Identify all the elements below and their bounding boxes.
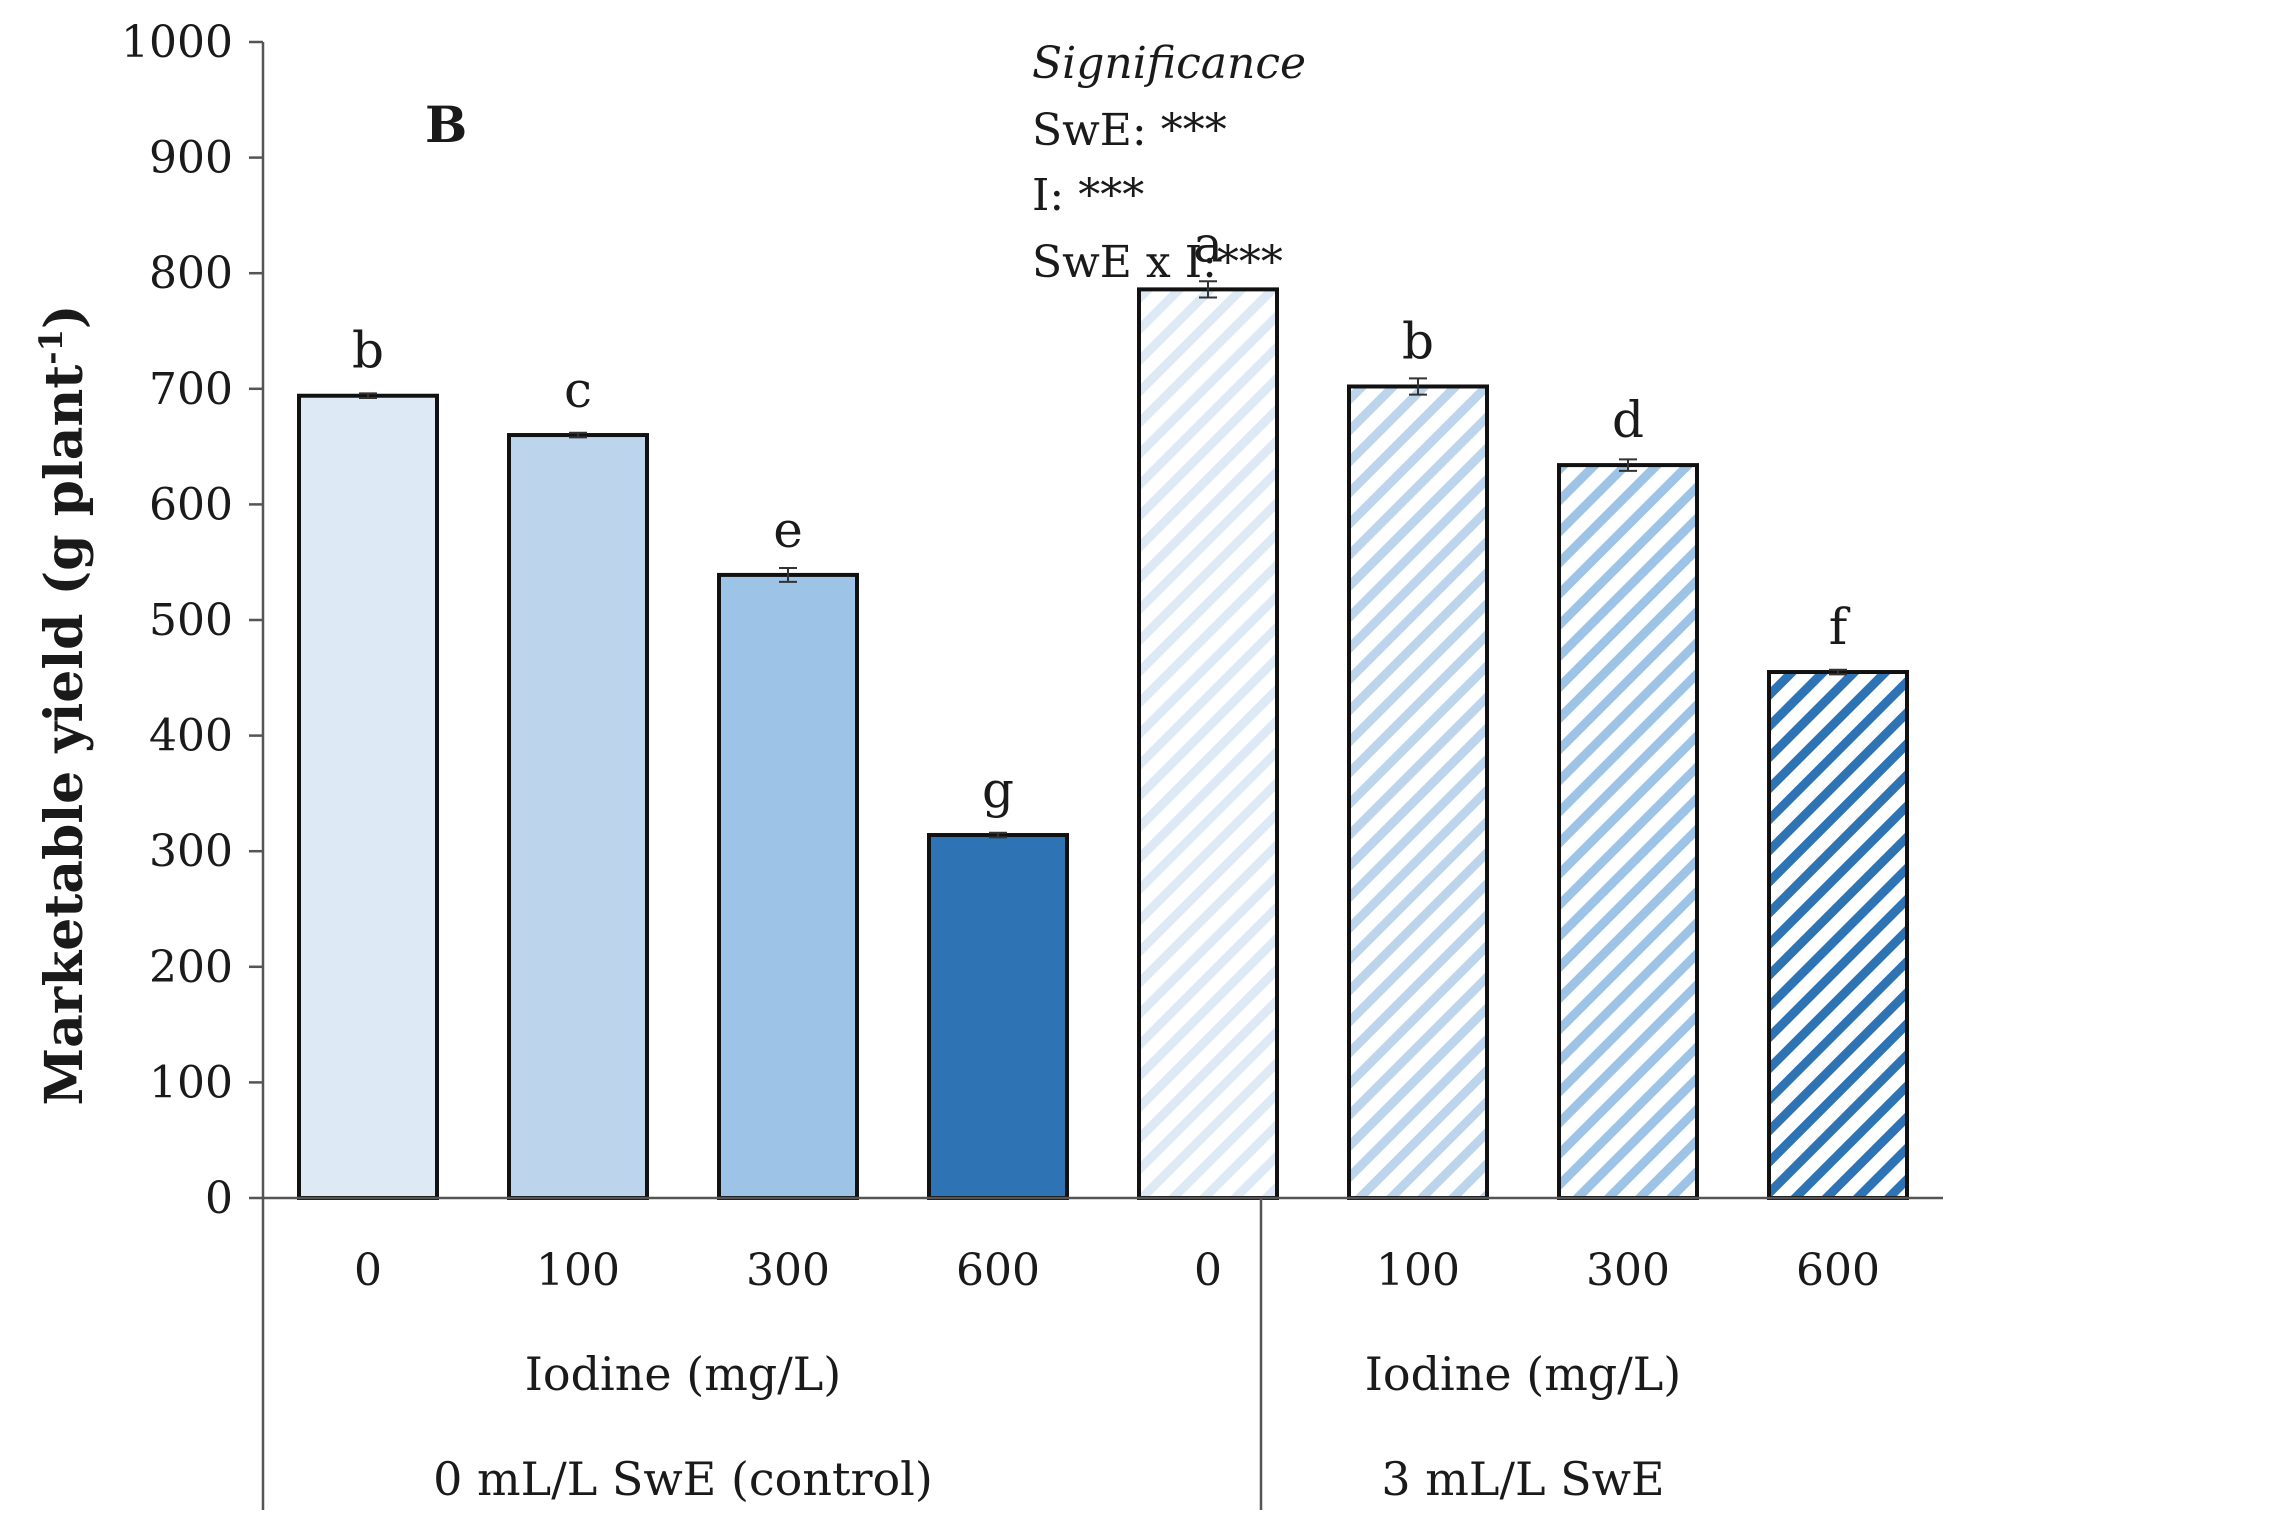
x-tick-label: 100: [536, 1245, 620, 1296]
y-tick-label: 1000: [121, 17, 233, 68]
significance-letter: a: [1193, 215, 1223, 273]
y-tick-label: 500: [149, 595, 233, 646]
significance-line-swe: SwE: ***: [1032, 105, 1227, 156]
y-tick-label: 900: [149, 133, 233, 184]
bar-0-300: [717, 572, 859, 1200]
bar-0-600: [927, 833, 1069, 1200]
x-tick-label: 0: [354, 1245, 382, 1296]
y-axis-title-main: Marketable yield (g plant: [34, 365, 95, 1106]
significance-line-interaction: SwE x I:***: [1032, 237, 1283, 288]
x-tick-label: 300: [1586, 1245, 1670, 1296]
y-axis-title: Marketable yield (g plant-1): [32, 305, 95, 1106]
significance-letter: d: [1612, 391, 1644, 449]
bar-0-100: [507, 433, 649, 1201]
y-tick-label: 800: [149, 248, 233, 299]
y-tick-label: 200: [149, 942, 233, 993]
bar-1-0: [1137, 287, 1279, 1201]
significance-title: Significance: [1032, 38, 1306, 89]
x-tick-label: 600: [1796, 1245, 1880, 1296]
y-tick-label: 400: [149, 711, 233, 762]
x-tick-label: 600: [956, 1245, 1040, 1296]
y-tick-label: 600: [149, 479, 233, 530]
significance-letter: g: [982, 761, 1014, 819]
y-tick-label: 300: [149, 826, 233, 877]
bar-1-100: [1347, 384, 1489, 1201]
y-axis-title-superscript: -1: [32, 329, 70, 365]
bar-1-300: [1557, 463, 1699, 1200]
significance-box: Significance SwE: *** I: *** SwE x I:***: [1032, 38, 1306, 288]
x-axis-title: Iodine (mg/L): [525, 1347, 842, 1401]
x-tick-label: 0: [1194, 1245, 1222, 1296]
significance-letter: f: [1829, 598, 1851, 656]
x-axis: 0 100 300 600 Iodine (mg/L) 0 mL/L SwE (contr…: [261, 1196, 1943, 1510]
significance-letter: e: [773, 501, 803, 559]
x-tick-label: 300: [746, 1245, 830, 1296]
group-label: 3 mL/L SwE: [1381, 1452, 1664, 1506]
x-axis-title: Iodine (mg/L): [1365, 1347, 1682, 1401]
significance-line-i: I: ***: [1032, 170, 1144, 221]
y-tick-label: 700: [149, 364, 233, 415]
y-tick-label: 100: [149, 1057, 233, 1108]
y-axis: 0 100 200 300 400 500 600 700 800 900 1000: [121, 17, 265, 1224]
significance-letter: c: [564, 361, 592, 419]
bar-1-600: [1767, 670, 1909, 1200]
group-label: 0 mL/L SwE (control): [433, 1452, 933, 1506]
panel-label: B: [425, 95, 467, 154]
bars: b c e g a b d f: [297, 215, 1909, 1201]
significance-letter: b: [1402, 312, 1434, 370]
bar-0-0: [297, 393, 439, 1200]
y-tick-label: 0: [205, 1173, 233, 1224]
significance-letter: b: [352, 322, 384, 380]
y-axis-title-close: ): [34, 305, 95, 330]
x-tick-label: 100: [1376, 1245, 1460, 1296]
